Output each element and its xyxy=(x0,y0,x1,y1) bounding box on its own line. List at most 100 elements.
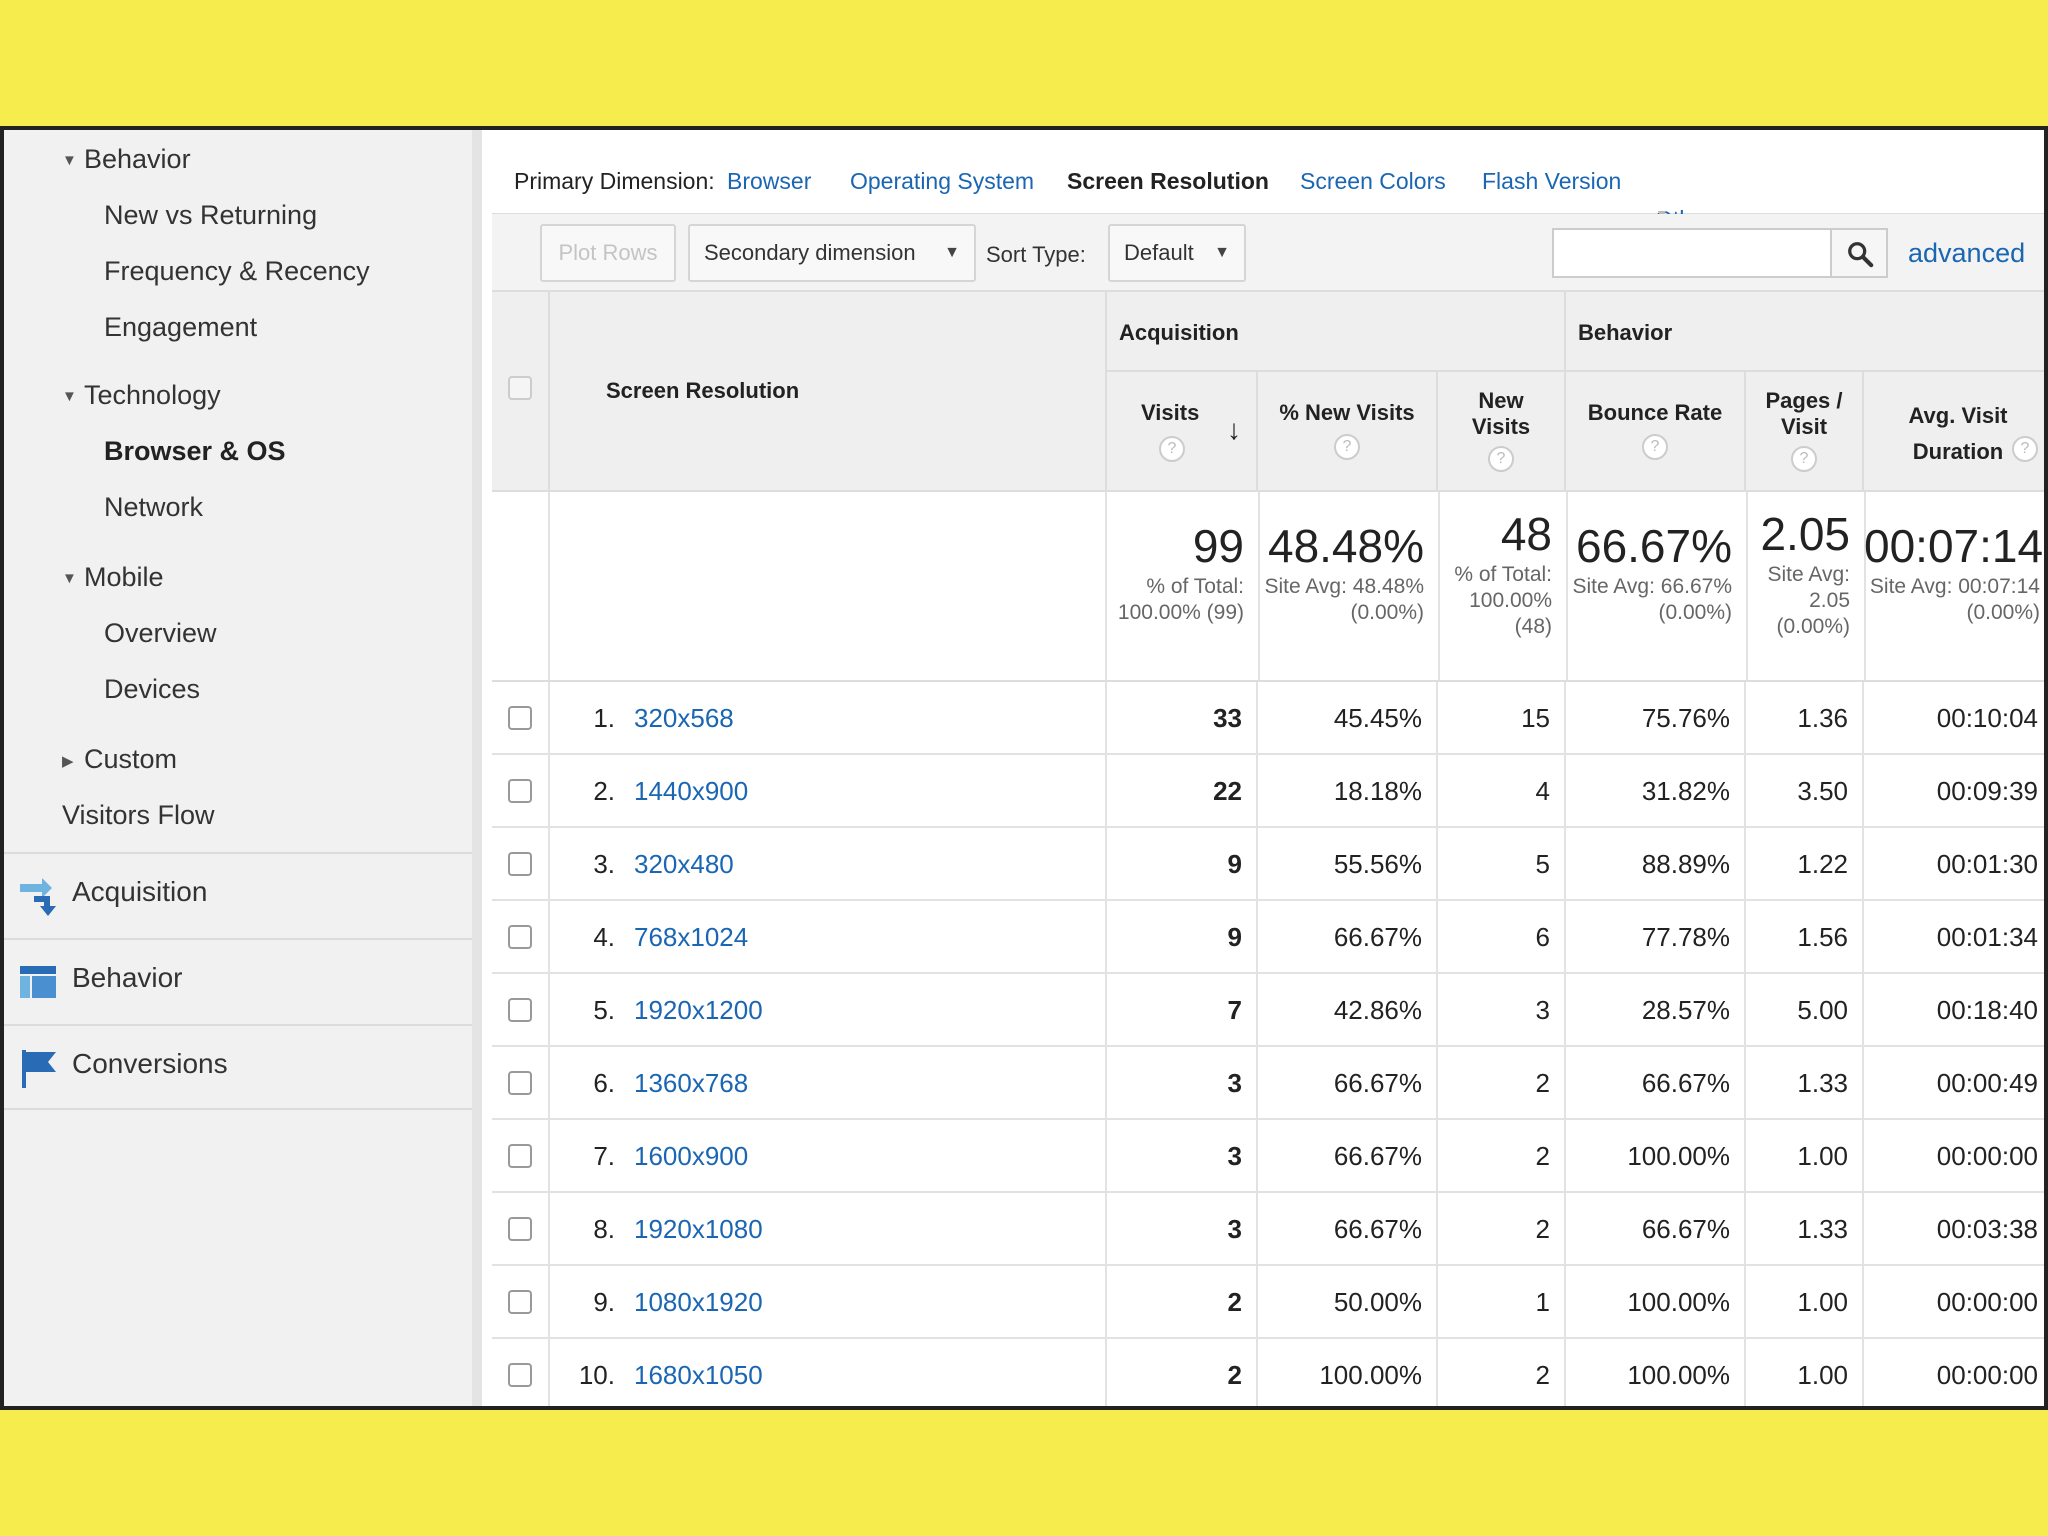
report-panel: Primary Dimension: Browser Operating Sys… xyxy=(492,130,2044,1406)
total-avg-visit-duration: 00:07:14 Site Avg: 00:07:14 (0.00%) xyxy=(1864,520,2044,624)
analytics-window: ▼ Behavior New vs Returning Frequency & R… xyxy=(0,126,2048,1410)
resolution-link[interactable]: 1360x768 xyxy=(634,1068,749,1098)
select-all-cell xyxy=(492,292,550,492)
row-checkbox[interactable] xyxy=(508,1071,532,1095)
search-button[interactable] xyxy=(1830,228,1888,278)
sidebar-item-devices[interactable]: Devices xyxy=(104,674,201,704)
new-visits-pct-cell: 100.00% xyxy=(1258,1339,1438,1406)
resolution-link[interactable]: 1920x1080 xyxy=(634,1214,763,1244)
table-row: 5. 1920x1200 7 42.86% 3 28.57% 5.00 00:18:40 xyxy=(492,974,2044,1047)
resolution-link[interactable]: 768x1024 xyxy=(634,922,749,952)
visits-cell: 22 xyxy=(1107,755,1258,828)
visits-cell: 33 xyxy=(1107,682,1258,755)
resolution-link[interactable]: 1680x1050 xyxy=(634,1360,763,1390)
total-new-visits-pct: 48.48% Site Avg: 48.48% (0.00%) xyxy=(1264,520,1424,624)
resolution-link[interactable]: 1440x900 xyxy=(634,776,749,806)
table-toolbar: Plot Rows Secondary dimension ▼ Sort Type… xyxy=(492,214,2044,292)
sidebar-group-technology[interactable]: ▼ Technology xyxy=(62,380,221,410)
dimension-screen-colors-link[interactable]: Screen Colors xyxy=(1300,168,1446,194)
visits-cell: 3 xyxy=(1107,1047,1258,1120)
divider xyxy=(1746,492,1748,680)
sort-arrow-down-icon: ↓ xyxy=(1227,414,1241,445)
sidebar-item-frequency-recency[interactable]: Frequency & Recency xyxy=(104,256,370,286)
secondary-dimension-dropdown[interactable]: Secondary dimension ▼ xyxy=(688,224,976,282)
row-checkbox[interactable] xyxy=(508,925,532,949)
row-index: 2. xyxy=(593,776,615,806)
sort-type-label: Sort Type: xyxy=(986,242,1086,267)
row-index: 5. xyxy=(593,995,615,1025)
plot-rows-button[interactable]: Plot Rows xyxy=(540,224,676,282)
dimension-cell: 5. 1920x1200 xyxy=(550,974,1107,1047)
bounce-rate-cell: 100.00% xyxy=(1566,1339,1746,1406)
pages-per-visit-cell: 1.33 xyxy=(1746,1047,1864,1120)
dimension-os-link[interactable]: Operating System xyxy=(850,168,1035,194)
visits-column-header[interactable]: Visits ? ↓ xyxy=(1107,372,1258,492)
row-checkbox-cell xyxy=(492,1120,550,1193)
bounce-rate-column-header[interactable]: Bounce Rate ? xyxy=(1566,372,1746,492)
help-icon[interactable]: ? xyxy=(1488,446,1514,472)
row-checkbox-cell xyxy=(492,974,550,1047)
row-checkbox[interactable] xyxy=(508,1363,532,1387)
row-checkbox[interactable] xyxy=(508,998,532,1022)
row-index: 7. xyxy=(593,1141,615,1171)
row-checkbox-cell xyxy=(492,1047,550,1120)
sidebar-section-label: Acquisition xyxy=(72,876,208,907)
new-visits-cell: 2 xyxy=(1438,1339,1566,1406)
resolution-link[interactable]: 320x568 xyxy=(634,703,734,733)
row-checkbox[interactable] xyxy=(508,779,532,803)
help-icon[interactable]: ? xyxy=(2012,436,2038,462)
help-icon[interactable]: ? xyxy=(1334,434,1360,460)
sidebar-group-custom[interactable]: ▶ Custom xyxy=(62,744,178,774)
table-row: 1. 320x568 33 45.45% 15 75.76% 1.36 00:10:04 xyxy=(492,682,2044,755)
dimension-flash-version-link[interactable]: Flash Version xyxy=(1482,168,1622,194)
row-checkbox[interactable] xyxy=(508,1144,532,1168)
sidebar-item-browser-os[interactable]: Browser & OS xyxy=(104,436,286,466)
resolution-link[interactable]: 1600x900 xyxy=(634,1141,749,1171)
sidebar-group-behavior[interactable]: ▼ Behavior xyxy=(62,144,191,174)
sidebar-item-new-vs-returning[interactable]: New vs Returning xyxy=(104,200,318,230)
divider xyxy=(1566,492,1568,680)
row-checkbox[interactable] xyxy=(508,852,532,876)
row-checkbox[interactable] xyxy=(508,1217,532,1241)
row-checkbox[interactable] xyxy=(508,1290,532,1314)
select-all-checkbox[interactable] xyxy=(508,376,532,400)
sort-type-dropdown[interactable]: Default ▼ xyxy=(1108,224,1246,282)
sidebar-item-overview[interactable]: Overview xyxy=(104,618,217,648)
table-row: 2. 1440x900 22 18.18% 4 31.82% 3.50 00:09:39 xyxy=(492,755,2044,828)
new-visits-pct-cell: 18.18% xyxy=(1258,755,1438,828)
row-checkbox[interactable] xyxy=(508,706,532,730)
sidebar-group-mobile[interactable]: ▼ Mobile xyxy=(62,562,164,592)
advanced-filter-link[interactable]: advanced xyxy=(1908,238,2026,268)
pages-per-visit-cell: 1.33 xyxy=(1746,1193,1864,1266)
sidebar-item-visitors-flow[interactable]: Visitors Flow xyxy=(62,800,215,830)
resolution-link[interactable]: 320x480 xyxy=(634,849,734,879)
new-visits-pct-cell: 45.45% xyxy=(1258,682,1438,755)
dimension-column-header[interactable]: Screen Resolution xyxy=(550,292,1107,492)
sidebar-section-behavior[interactable]: Behavior xyxy=(4,938,472,1024)
help-icon[interactable]: ? xyxy=(1159,436,1185,462)
table-search-input[interactable] xyxy=(1552,228,1832,278)
bounce-rate-cell: 77.78% xyxy=(1566,901,1746,974)
sidebar-item-engagement[interactable]: Engagement xyxy=(104,312,258,342)
help-icon[interactable]: ? xyxy=(1642,434,1668,460)
caret-down-icon: ▼ xyxy=(62,570,77,588)
search-icon xyxy=(1848,242,1874,268)
avg-visit-duration-column-header[interactable]: Avg. Visit Duration ? xyxy=(1864,372,2044,492)
table-row: 8. 1920x1080 3 66.67% 2 66.67% 1.33 00:03:38 xyxy=(492,1193,2044,1266)
sidebar-section-acquisition[interactable]: Acquisition xyxy=(4,852,472,938)
row-index: 1. xyxy=(593,703,615,733)
behavior-layout-icon xyxy=(20,966,56,998)
new-visits-pct-column-header[interactable]: % New Visits ? xyxy=(1258,372,1438,492)
bounce-rate-cell: 75.76% xyxy=(1566,682,1746,755)
pages-per-visit-column-header[interactable]: Pages / Visit ? xyxy=(1746,372,1864,492)
sidebar-item-network[interactable]: Network xyxy=(104,492,204,522)
sidebar-section-conversions[interactable]: Conversions xyxy=(4,1024,472,1110)
dimension-browser-link[interactable]: Browser xyxy=(727,168,812,194)
resolution-link[interactable]: 1080x1920 xyxy=(634,1287,763,1317)
new-visits-column-header[interactable]: New Visits ? xyxy=(1438,372,1566,492)
help-icon[interactable]: ? xyxy=(1791,446,1817,472)
table-row: 3. 320x480 9 55.56% 5 88.89% 1.22 00:01:30 xyxy=(492,828,2044,901)
resolution-link[interactable]: 1920x1200 xyxy=(634,995,763,1025)
chevron-down-icon: ▼ xyxy=(1214,244,1230,261)
dimension-cell: 1. 320x568 xyxy=(550,682,1107,755)
